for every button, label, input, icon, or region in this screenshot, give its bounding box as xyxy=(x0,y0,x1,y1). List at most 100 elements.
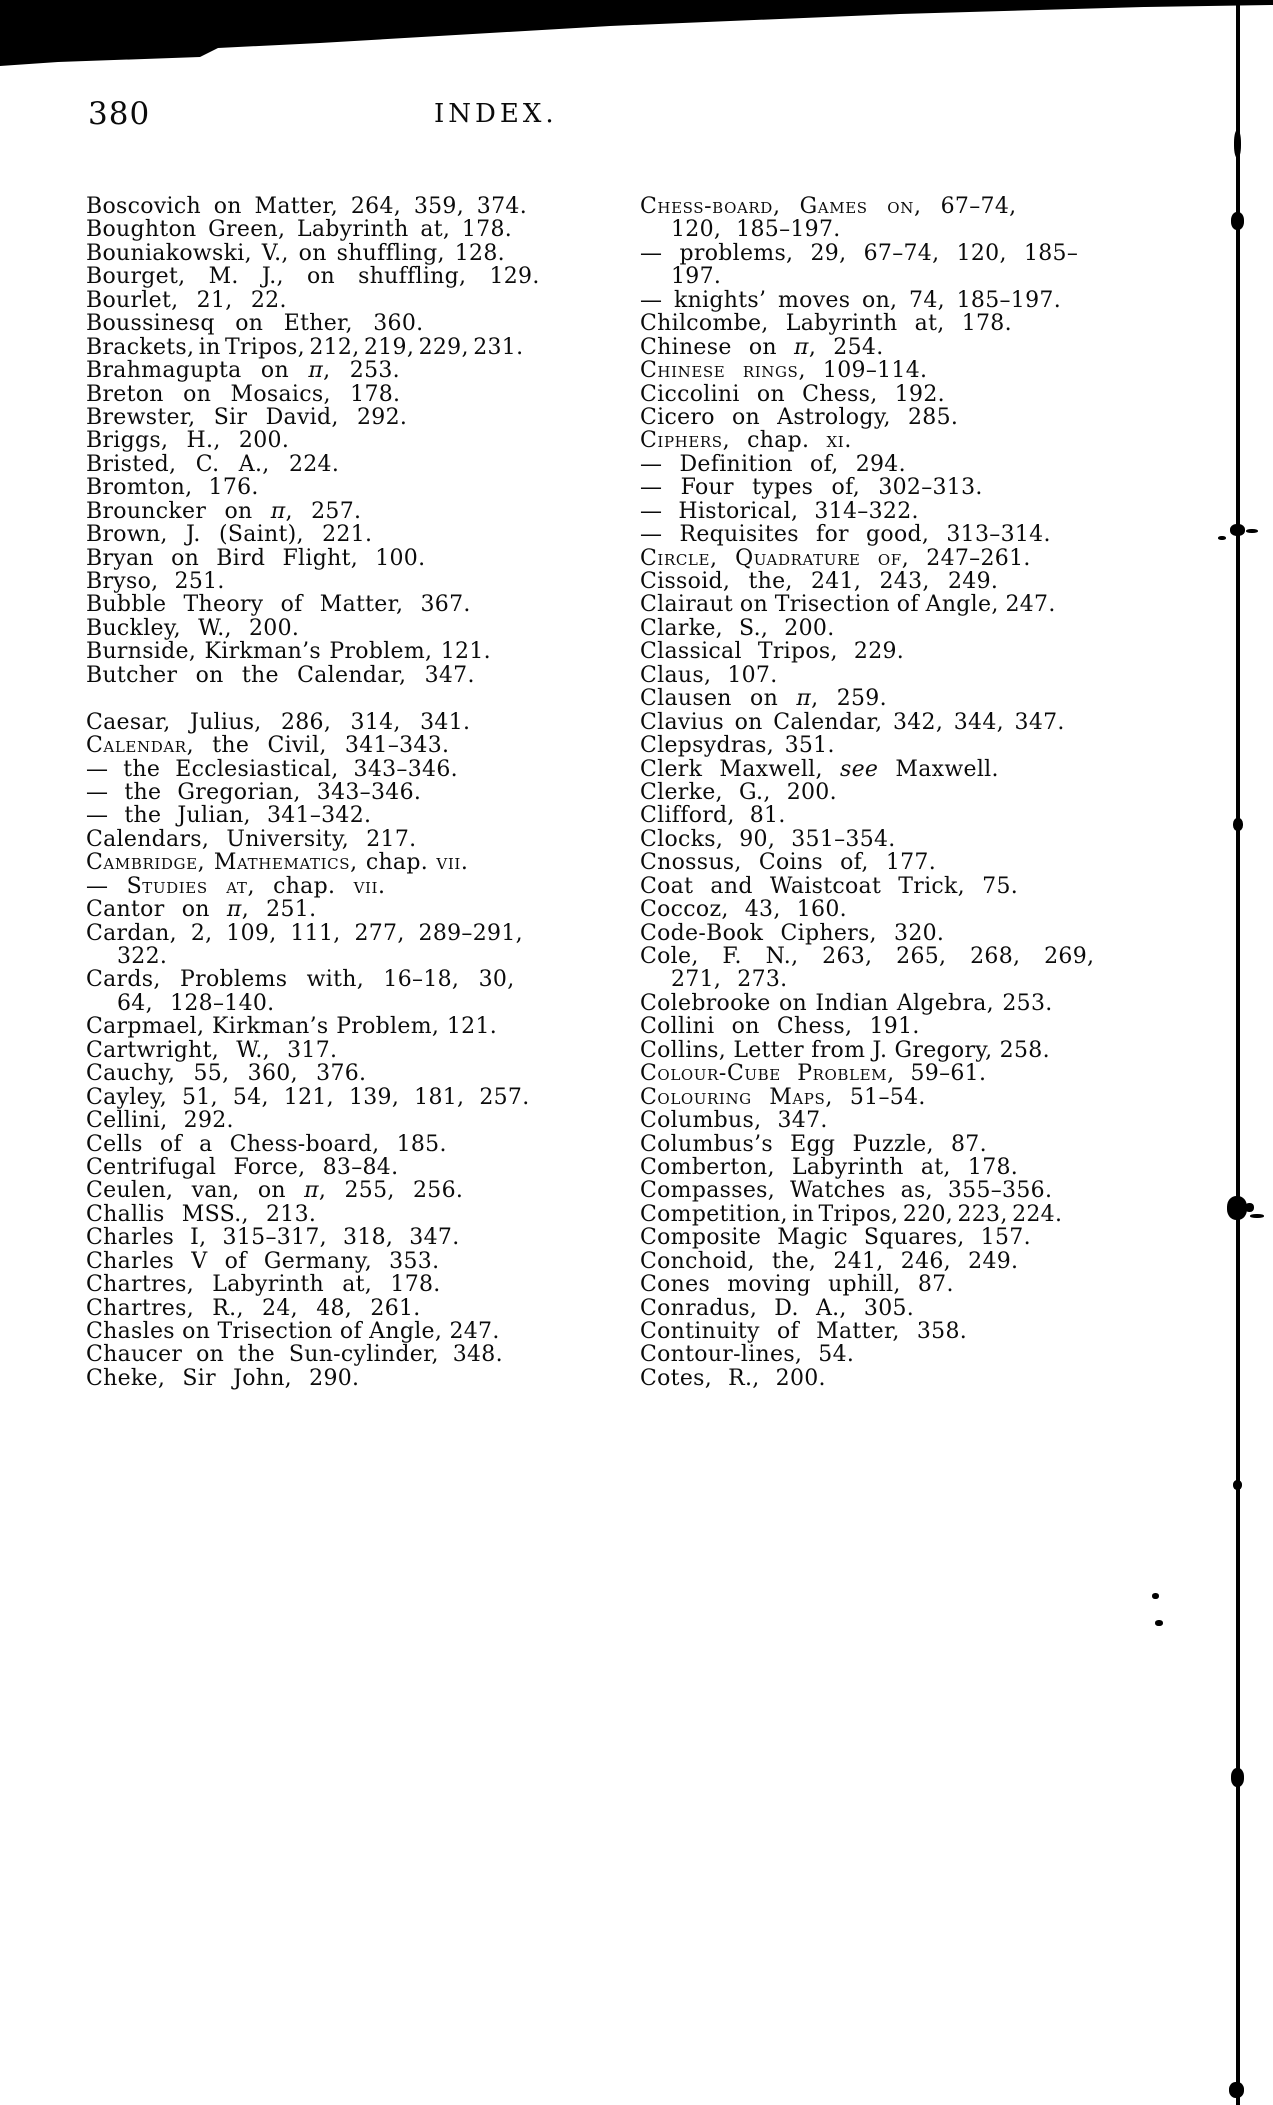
index-entry-text: Chinese on xyxy=(640,334,795,360)
index-entry-text: π xyxy=(794,334,809,360)
index-entry-text: Cissoid, the, 241, 243, 249. xyxy=(640,569,999,594)
index-entry-text: Colour-Cube Problem xyxy=(640,1061,888,1087)
index-entry: Boughton Green, Labyrinth at, 178. xyxy=(86,218,606,241)
index-entry: Claus, 107. xyxy=(640,664,1192,687)
index-entry-text: , 51–54. xyxy=(825,1084,926,1110)
index-entry: Clairaut on Trisection of Angle, 247. xyxy=(640,593,1192,616)
index-entry: Clarke, S., 200. xyxy=(640,617,1192,640)
index-entry: Chilcombe, Labyrinth at, 178. xyxy=(640,312,1192,335)
index-entry-text: Cayley, 51, 54, 121, 139, 181, 257. xyxy=(86,1084,530,1110)
index-entry-text: Cauchy, 55, 360, 376. xyxy=(86,1061,367,1087)
index-entry: Conchoid, the, 241, 246, 249. xyxy=(640,1248,1192,1274)
index-entry: Ciccolini on Chess, 192. xyxy=(640,382,1192,406)
index-entry: Cayley, 51, 54, 121, 139, 181, 257. xyxy=(86,1084,606,1110)
index-entry: Bouniakowski, V., on shuffling, 128. xyxy=(86,242,606,265)
index-entry-text: vii xyxy=(353,873,379,899)
index-entry: Clepsydras, 351. xyxy=(640,734,1192,757)
ink-blob-artifact xyxy=(1246,529,1258,533)
index-entry: Clifford, 81. xyxy=(640,804,1192,827)
index-entry-text: Charles V of Germany, 353. xyxy=(86,1248,440,1274)
page-number: 380 xyxy=(88,96,151,132)
index-entry: Cicero on Astrology, 285. xyxy=(640,406,1192,429)
index-entry-text: Chaucer on the Sun-cylinder, 348. xyxy=(86,1342,503,1368)
index-entry-text: Bourget, M. J., on shuffling, 129. xyxy=(86,264,540,290)
index-entry: Continuity of Matter, 358. xyxy=(640,1320,1192,1343)
index-entry-text: , chap. xyxy=(722,428,827,454)
index-entry-text: Brown, J. (Saint), 221. xyxy=(86,522,373,548)
index-entry: Collins, Letter from J. Gregory, 258. xyxy=(640,1039,1192,1062)
index-entry: Calendars, University, 217. xyxy=(86,828,606,851)
index-entry-text: Clerke, G., 200. xyxy=(640,779,837,805)
index-entry-text: , the Civil, 341–343. xyxy=(186,733,450,759)
index-entry-text: Bristed, C. A., 224. xyxy=(86,451,340,477)
index-entry: Brown, J. (Saint), 221. xyxy=(86,523,606,546)
index-entry-text: Bromton, 176. xyxy=(86,475,259,501)
top-edge-wedge xyxy=(0,0,1273,66)
ink-blob-artifact xyxy=(1231,1768,1244,1787)
index-entry-text: see xyxy=(840,756,879,782)
index-entry-text: Butcher on the Calendar, 347. xyxy=(86,662,475,688)
index-entry: Bromton, 176. xyxy=(86,476,606,499)
index-entry-text: Continuity of Matter, 358. xyxy=(640,1319,968,1344)
index-entry: Cauchy, 55, 360, 376. xyxy=(86,1062,606,1085)
index-entry: Clavius on Calendar, 342, 344, 347. xyxy=(640,710,1192,734)
index-entry-text: Collini on Chess, 191. xyxy=(640,1014,920,1040)
index-entry: 197. xyxy=(640,265,1192,288)
index-entry-text: π xyxy=(226,897,242,923)
index-entry-text: Columbus’s Egg Puzzle, 87. xyxy=(640,1131,987,1157)
index-entry-text: Conchoid, the, 241, 246, 249. xyxy=(640,1248,1019,1274)
index-entry-text: Colouring Maps xyxy=(640,1084,826,1110)
index-entry: Cones moving uphill, 87. xyxy=(640,1273,1192,1296)
index-entry: — Historical, 314–322. xyxy=(640,499,1192,523)
index-entry-text: Carpmael, Kirkman’s Problem, 121. xyxy=(86,1014,498,1040)
index-entry: Breton on Mosaics, 178. xyxy=(86,382,606,406)
index-entry-text: Classical Tripos, 229. xyxy=(640,639,905,665)
index-entry: Boussinesq on Ether, 360. xyxy=(86,312,606,335)
index-entry-text: , 255, 256. xyxy=(318,1178,464,1204)
index-entry: Cantor on π, 251. xyxy=(86,898,606,921)
index-entry-text: Games on xyxy=(799,194,914,219)
index-entry-text: — Requisites for good, 313–314. xyxy=(640,522,1051,548)
index-entry-text: Composite Magic Squares, 157. xyxy=(640,1225,1031,1251)
index-entry-text: Cards, Problems with, 16–18, 30, xyxy=(86,967,515,993)
index-entry: Cardan, 2, 109, 111, 277, 289–291, xyxy=(86,921,606,945)
index-entry-text: Boscovich on Matter, 264, 359, 374. xyxy=(86,194,527,219)
index-entry-text: , 247–261. xyxy=(901,545,1031,571)
index-entry-text: — Four types of, 302–313. xyxy=(640,475,983,501)
index-entry: Classical Tripos, 229. xyxy=(640,640,1192,663)
index-entry-text: , 109–114. xyxy=(798,358,928,384)
index-entry: Columbus, 347. xyxy=(640,1109,1192,1132)
index-entry-text: Chilcombe, Labyrinth at, 178. xyxy=(640,311,1012,337)
index-entry: Competition, in Tripos, 220, 223, 224. xyxy=(640,1203,1192,1226)
index-column-right: Chess-board, Games on, 67–74, 120, 185–19… xyxy=(640,195,1192,1390)
index-entry: Clocks, 90, 351–354. xyxy=(640,828,1192,851)
index-entry-text: Burnside, Kirkman’s Problem, 121. xyxy=(86,639,491,665)
index-entry-text: , 257. xyxy=(285,498,362,524)
page-title: INDEX. xyxy=(434,99,558,129)
index-entry-text: , 259. xyxy=(811,686,887,712)
index-entry: Clerke, G., 200. xyxy=(640,781,1192,804)
index-entry: Chaucer on the Sun-cylinder, 348. xyxy=(86,1343,606,1366)
index-entry-text: — xyxy=(86,873,127,899)
index-entry-text: Boughton Green, Labyrinth at, 178. xyxy=(86,217,513,243)
index-entry: Coat and Waistcoat Trick, 75. xyxy=(640,874,1192,898)
index-entry-text: Cicero on Astrology, 285. xyxy=(640,404,959,430)
index-entry: Colouring Maps, 51–54. xyxy=(640,1084,1192,1110)
index-entry-text: Caesar, Julius, 286, 314, 341. xyxy=(86,709,471,735)
index-entry-text: Boussinesq on Ether, 360. xyxy=(86,311,424,337)
index-entry: 120, 185–197. xyxy=(640,218,1192,241)
index-entry-text: Claus, 107. xyxy=(640,662,778,688)
index-entry-text: Comberton, Labyrinth at, 178. xyxy=(640,1154,1019,1180)
index-entry: Ciphers, chap. xi. xyxy=(640,429,1192,452)
index-entry: Chartres, R., 24, 48, 261. xyxy=(86,1296,606,1320)
index-entry: Clerk Maxwell, see Maxwell. xyxy=(640,756,1192,782)
index-entry: Centrifugal Force, 83–84. xyxy=(86,1156,606,1179)
index-entry-text: Cones moving uphill, 87. xyxy=(640,1272,954,1298)
ink-blob-artifact xyxy=(1227,1196,1247,1220)
index-entry: 64, 128–140. xyxy=(86,992,606,1015)
index-entry: Challis MSS., 213. xyxy=(86,1203,606,1226)
index-entry: Conradus, D. A., 305. xyxy=(640,1296,1192,1320)
index-entry: Brouncker on π, 257. xyxy=(86,498,606,524)
index-entry-text: Cnossus, Coins of, 177. xyxy=(640,850,937,876)
index-entry-text: Bryso, 251. xyxy=(86,569,225,594)
